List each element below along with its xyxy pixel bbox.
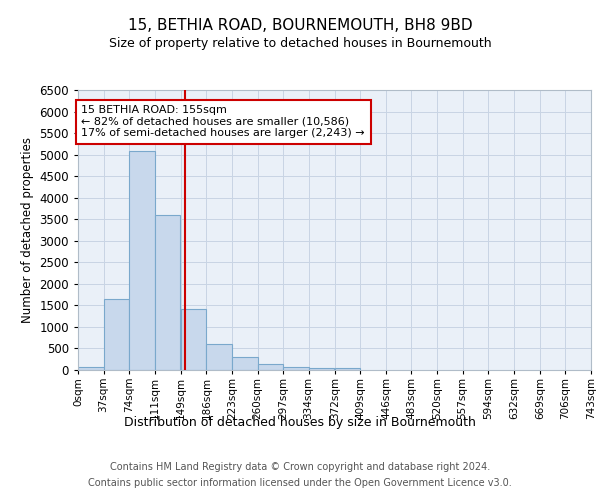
Bar	[283, 367, 308, 370]
Text: Distribution of detached houses by size in Bournemouth: Distribution of detached houses by size …	[124, 416, 476, 429]
Text: 15 BETHIA ROAD: 155sqm
← 82% of detached houses are smaller (10,586)
17% of semi: 15 BETHIA ROAD: 155sqm ← 82% of detached…	[82, 105, 365, 138]
Bar	[308, 368, 334, 370]
Text: Contains public sector information licensed under the Open Government Licence v3: Contains public sector information licen…	[88, 478, 512, 488]
Text: 15, BETHIA ROAD, BOURNEMOUTH, BH8 9BD: 15, BETHIA ROAD, BOURNEMOUTH, BH8 9BD	[128, 18, 472, 32]
Bar	[257, 364, 283, 370]
Bar	[78, 367, 104, 370]
Text: Contains HM Land Registry data © Crown copyright and database right 2024.: Contains HM Land Registry data © Crown c…	[110, 462, 490, 472]
Bar	[155, 215, 180, 370]
Y-axis label: Number of detached properties: Number of detached properties	[21, 137, 34, 323]
Bar	[232, 357, 257, 370]
Bar	[335, 368, 361, 370]
Bar	[181, 308, 206, 370]
Bar	[104, 299, 129, 370]
Bar	[206, 344, 232, 370]
Bar	[129, 152, 155, 370]
Text: Size of property relative to detached houses in Bournemouth: Size of property relative to detached ho…	[109, 38, 491, 51]
